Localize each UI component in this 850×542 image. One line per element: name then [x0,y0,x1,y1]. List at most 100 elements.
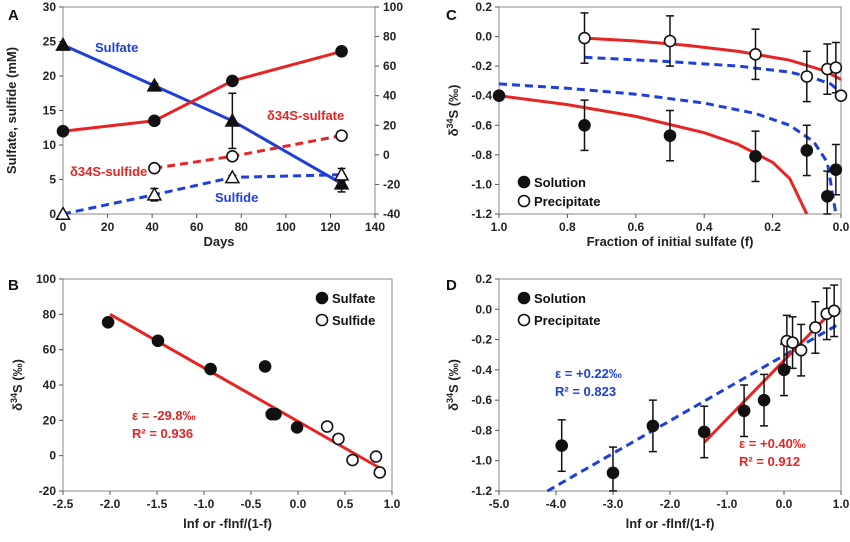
legend-marker [517,313,531,327]
y-axis-label: δ34S (‰) [445,359,461,411]
y-tick-label: -0.4 [471,363,492,377]
x-tick-label: -4.0 [546,497,567,511]
panel-letter: B [8,277,19,294]
y-tick-label: -0.8 [471,423,492,437]
data-point [834,89,848,103]
data-point [226,150,239,163]
model-curve [499,82,838,214]
y-axis-label: Sulfate, sulfide (mM) [4,47,19,174]
x-tick-label: -1.0 [717,497,738,511]
y-tick-label: 5 [49,173,56,187]
y-tick-label: -0.4 [471,89,492,103]
data-point [146,77,163,92]
x-tick-label: -1.0 [194,497,215,511]
data-point [794,343,808,357]
x-tick-label: 20 [101,220,115,234]
x-tick-label: 0.0 [776,497,793,511]
data-point [204,362,217,376]
series-line [62,173,342,216]
r2-annotation: R² = 0.823 [555,384,616,399]
y-tick-label: -0.2 [471,333,492,347]
panel-a: 0 20 40 60 80 100 120 140 0 5 10 15 20 25 30 -40 -20 0 20 4… [4,0,403,249]
series-label-sulfate: Sulfate [95,40,138,55]
y-tick-label: -1.0 [471,177,492,191]
data-point [333,166,350,181]
y-tick-label: 0.0 [475,302,492,316]
x-tick-label: -2.0 [100,497,121,511]
data-point [800,144,814,157]
data-point [335,129,348,142]
r2-annotation: R² = 0.936 [132,426,193,441]
data-point [148,161,161,175]
data-point [332,432,345,446]
panel-b: -2.5 -2.0 -1.5 -1.0 -0.5 0.0 0.5 1.0 -20 0 20 40 60 8… [9,272,401,531]
y-tick-label: 60 [43,343,57,357]
y2-tick-label: 60 [383,59,397,73]
series-label-sulfide: Sulfide [215,190,258,205]
x-tick-label: -0.5 [241,497,262,511]
x-axis-label: Days [203,234,234,249]
data-point [749,150,762,163]
series-line [154,134,342,170]
data-point [749,48,762,61]
data-point [101,315,115,329]
x-tick-label: -2.0 [660,497,681,511]
x-axis-label: lnf or -flnf/(1-f) [626,516,715,531]
data-point [146,186,163,201]
data-point [737,404,751,418]
data-point [786,336,799,349]
legend-label: Sulfide [332,313,375,328]
data-point [258,360,272,373]
x-tick-label: 1.0 [491,220,508,234]
data-point [663,129,677,142]
data-point [320,420,334,433]
x-tick-label: 0 [60,220,67,234]
data-point [555,439,569,452]
epsilon-annotation: ε = +0.22‰ [555,366,622,381]
data-point [578,118,591,132]
series-label-d34s-sulfide: δ34S-sulfide [70,164,147,179]
data-point [335,45,348,58]
y-tick-label: 80 [43,307,57,321]
y-tick-label: -0.8 [471,148,492,162]
series-label-d34s-sulfate: δ34S-sulfate [267,108,344,123]
data-point [56,124,70,138]
fit-line [546,323,839,493]
data-point [224,112,241,127]
y-tick-label: -1.2 [471,207,492,221]
y-tick-label: -1.0 [471,454,492,468]
x-tick-label: 0.0 [833,220,850,234]
y-tick-label: 15 [43,104,57,118]
data-point [827,304,841,318]
legend-marker [517,194,531,208]
data-point [55,36,71,51]
x-tick-label: -5.0 [489,497,510,511]
epsilon-annotation: ε = +0.40‰ [739,436,806,451]
data-point [224,169,241,184]
legend-label: Solution [534,175,586,190]
legend-label: Precipitate [534,194,600,209]
data-point [663,34,677,48]
x-tick-label: 0.4 [696,220,713,234]
data-point [809,321,822,334]
data-point [757,393,771,407]
data-point [373,466,387,479]
y-tick-label: 0.0 [475,30,492,44]
data-point [821,189,834,203]
panel-letter: A [8,7,19,24]
x-tick-label: 60 [190,220,204,234]
legend-label: Precipitate [534,313,600,328]
y-tick-label: -0.6 [471,393,492,407]
x-tick-label: 100 [276,220,296,234]
y-tick-label: -0.6 [471,118,492,132]
y-tick-label: -0.2 [471,59,492,73]
x-tick-label: 80 [235,220,249,234]
data-point [346,453,359,467]
data-point [333,175,350,190]
y2-tick-label: 20 [383,118,397,132]
y-tick-label: 25 [43,35,57,49]
x-tick-label: 0.0 [290,497,307,511]
y-tick-label: 20 [43,69,57,83]
model-curve [499,94,809,214]
data-point [777,363,791,377]
